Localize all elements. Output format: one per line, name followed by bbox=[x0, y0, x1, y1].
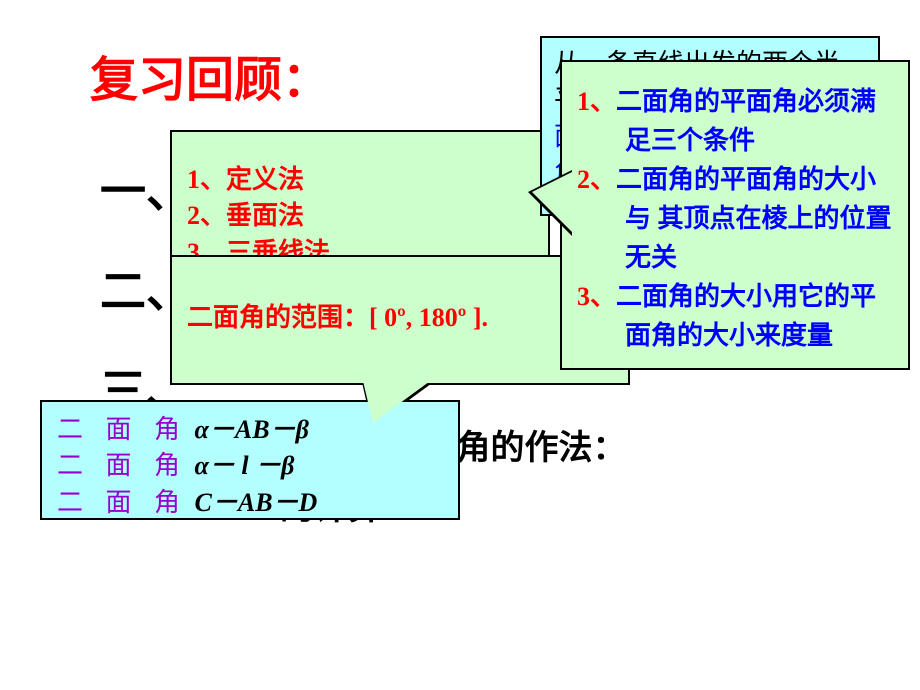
prop1-num: 1、 bbox=[577, 87, 616, 116]
notation-label-2: 二 面 角 bbox=[57, 451, 188, 480]
methods-callout: 1、定义法 2、垂面法 3、三垂线法 bbox=[170, 130, 550, 260]
properties-callout: 1、二面角的平面角必须满足三个条件 2、二面角的平面角的大小与 其顶点在棱上的位… bbox=[560, 60, 910, 370]
notation-label-1: 二 面 角 bbox=[57, 415, 188, 444]
prop-tail bbox=[532, 172, 572, 232]
property-3: 3、二面角的大小用它的平面角的大小来度量 bbox=[577, 277, 900, 355]
property-1: 1、二面角的平面角必须满足三个条件 bbox=[577, 82, 900, 160]
notation-math-1: α－AB－β bbox=[195, 415, 309, 444]
review-title: 复习回顾： bbox=[90, 40, 330, 110]
prop3-num: 3、 bbox=[577, 282, 616, 311]
notation-line-3: 二 面 角 C－AB－D bbox=[57, 485, 443, 521]
prop2-txt: 二面角的平面角的大小与 其顶点在棱上的位置无关 bbox=[616, 165, 892, 272]
method-2: 2、垂面法 bbox=[187, 198, 533, 234]
notation-math-2: α－ l －β bbox=[195, 451, 295, 480]
prop2-num: 2、 bbox=[577, 165, 616, 194]
notation-math-3: C－AB－D bbox=[195, 488, 318, 517]
method-1: 1、定义法 bbox=[187, 162, 533, 198]
notation-label-3: 二 面 角 bbox=[57, 488, 188, 517]
prop3-txt: 二面角的大小用它的平面角的大小来度量 bbox=[616, 282, 876, 350]
notation-line-2: 二 面 角 α－ l －β bbox=[57, 448, 443, 484]
property-2: 2、二面角的平面角的大小与 其顶点在棱上的位置无关 bbox=[577, 160, 900, 277]
prop1-txt: 二面角的平面角必须满足三个条件 bbox=[616, 87, 876, 155]
range-text: 二面角的范围：[ 0º, 180º ]. bbox=[187, 297, 613, 334]
